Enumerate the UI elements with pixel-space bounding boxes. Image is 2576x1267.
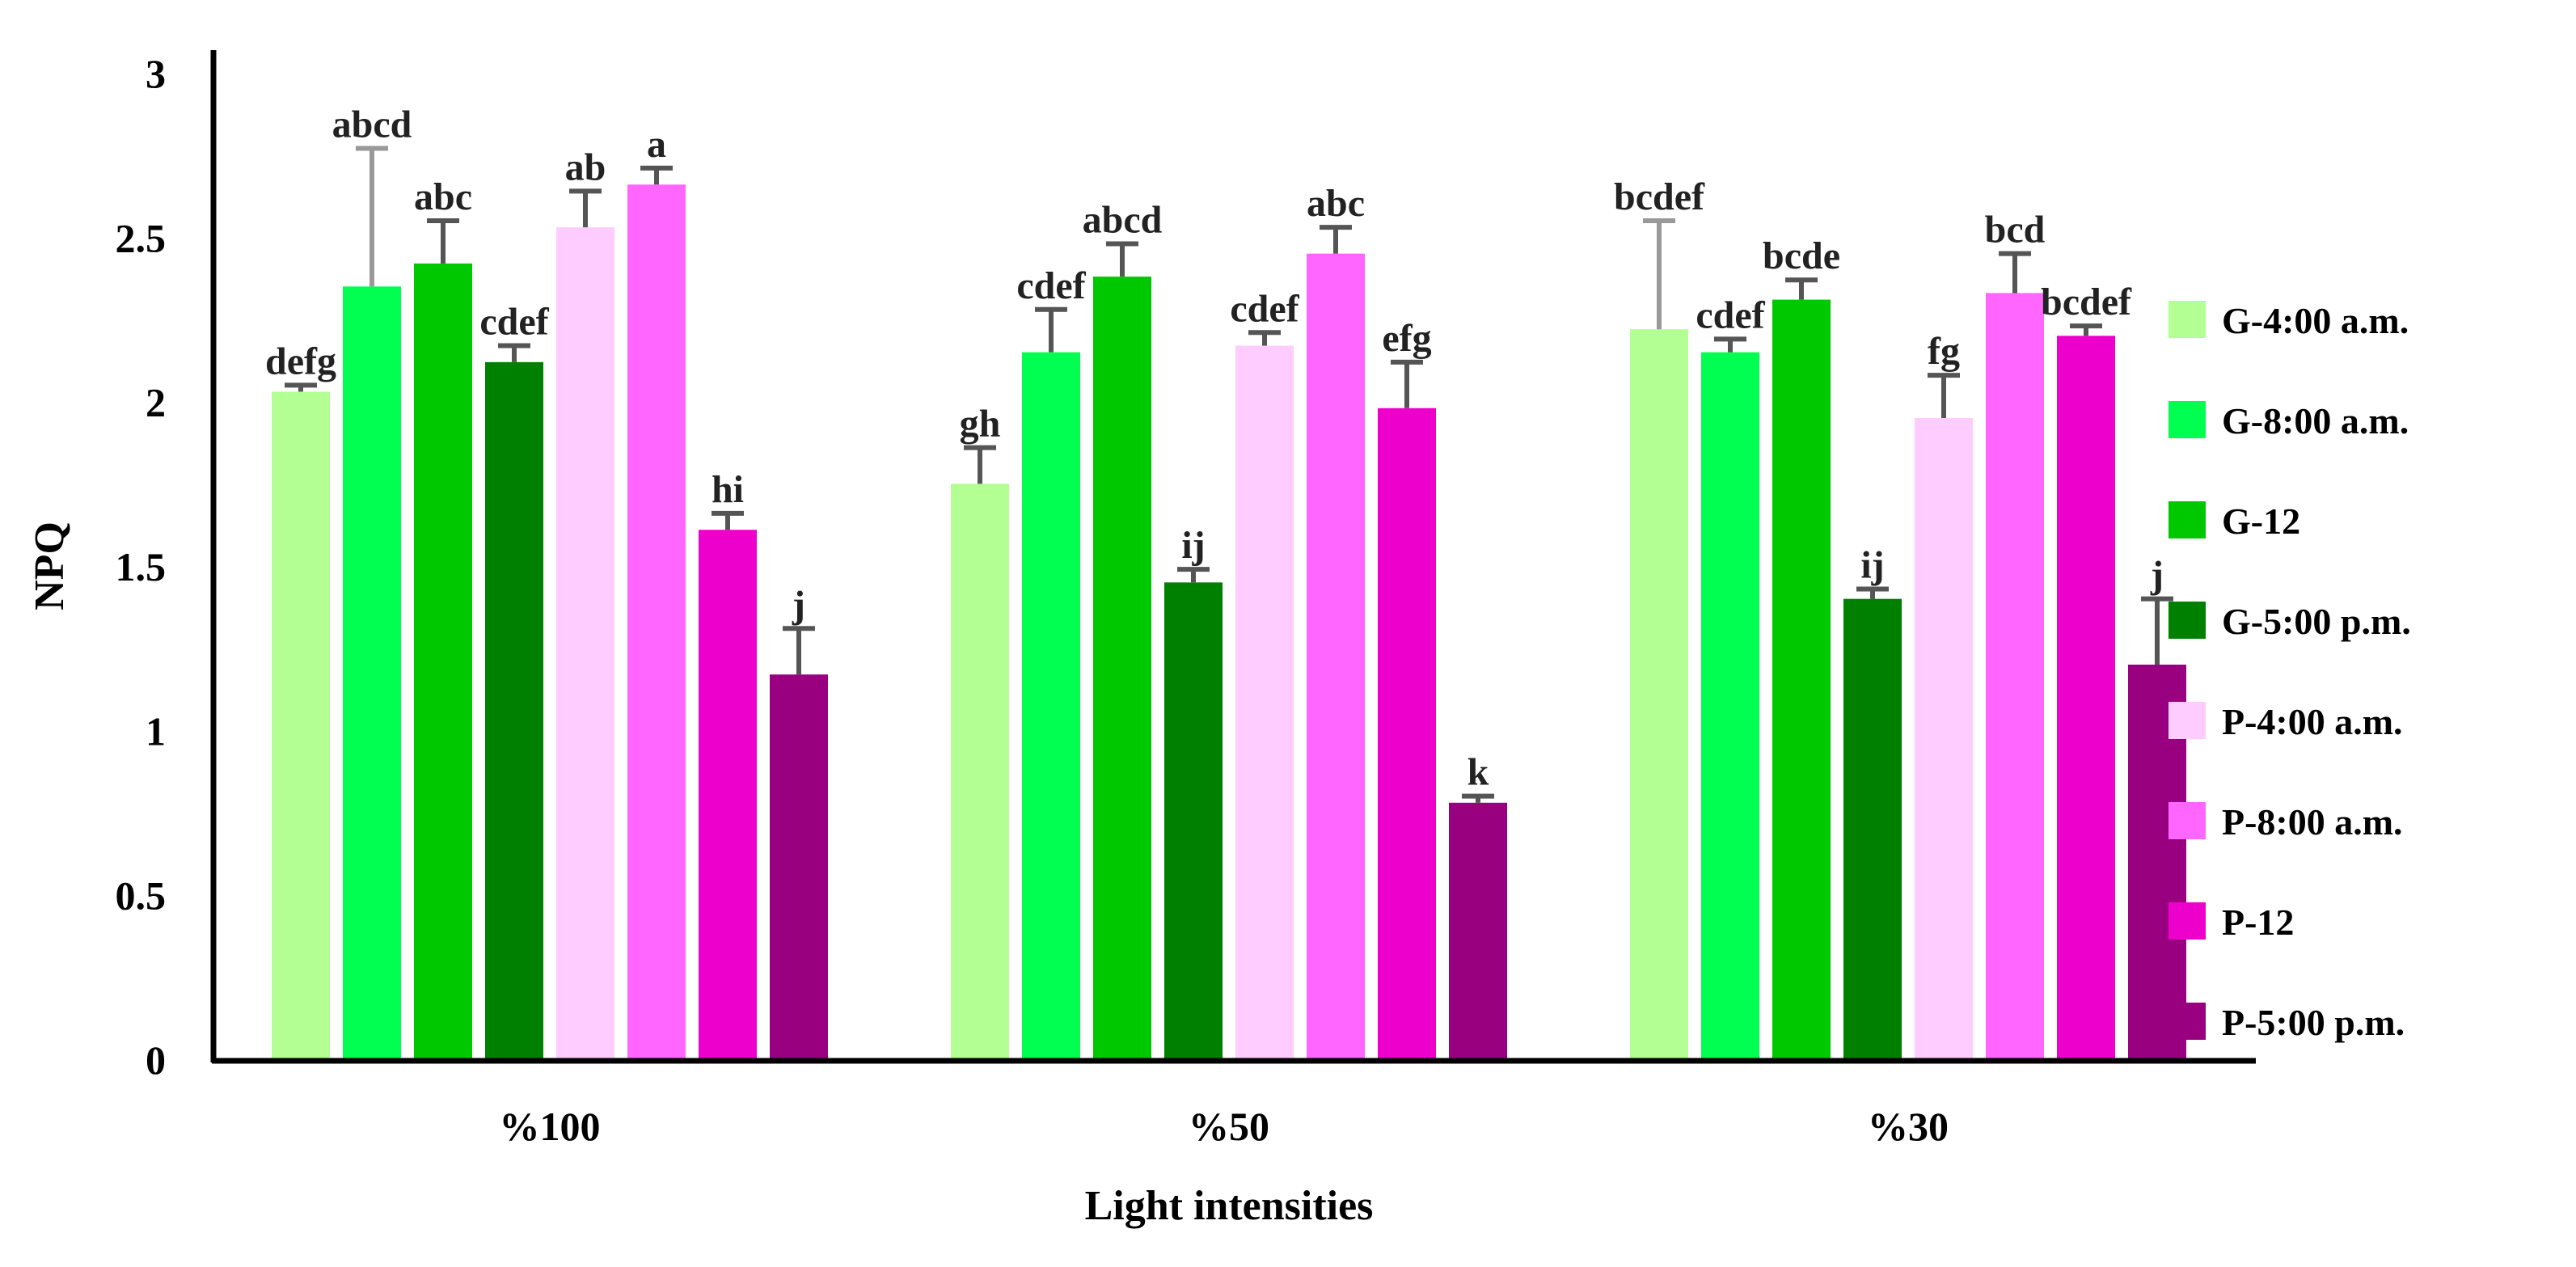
bar: [272, 391, 330, 1059]
x-tick-label: %100: [500, 1104, 601, 1149]
significance-letter: bcdef: [1614, 175, 1705, 218]
legend-label: G-5:00 p.m.: [2222, 601, 2411, 642]
bar: [1307, 253, 1365, 1060]
legend-swatch: [2168, 301, 2206, 338]
bar: [770, 674, 828, 1059]
legend-label: P-12: [2222, 902, 2294, 943]
y-tick-label: 1: [146, 708, 166, 754]
significance-letter: abc: [1307, 182, 1365, 225]
y-axis-label: NPQ: [27, 522, 73, 610]
bar: [1378, 408, 1436, 1059]
significance-letter: cdef: [1230, 287, 1299, 330]
bar: [1235, 345, 1294, 1059]
significance-letter: j: [2150, 554, 2164, 597]
significance-letter: abcd: [1083, 198, 1163, 241]
legend-swatch: [2168, 401, 2206, 438]
bar: [627, 184, 686, 1060]
legend-label: P-8:00 a.m.: [2222, 801, 2403, 843]
bar: [485, 361, 543, 1059]
significance-letter: ij: [1860, 543, 1884, 586]
significance-letter: cdef: [1016, 264, 1086, 307]
significance-letter: efg: [1382, 317, 1431, 360]
x-tick-label: %30: [1868, 1104, 1949, 1149]
bar: [1843, 598, 1902, 1059]
significance-letter: gh: [960, 403, 1001, 446]
bar: [1915, 418, 1973, 1059]
bar: [556, 227, 614, 1060]
significance-letter: ab: [565, 146, 606, 188]
bar: [1772, 299, 1831, 1060]
significance-letter: k: [1467, 751, 1489, 794]
legend-label: G-12: [2222, 500, 2300, 542]
y-tick-label: 0: [146, 1037, 166, 1083]
legend-label: P-5:00 p.m.: [2222, 1002, 2405, 1043]
bar: [699, 530, 757, 1059]
significance-letter: j: [792, 583, 805, 626]
bar: [1986, 293, 2044, 1059]
bar: [1164, 582, 1223, 1059]
x-tick-label: %50: [1189, 1104, 1269, 1149]
legend-swatch: [2168, 1003, 2206, 1040]
legend-swatch: [2168, 602, 2206, 639]
significance-letter: defg: [265, 340, 336, 382]
bar: [1449, 802, 1507, 1059]
significance-letter: hi: [712, 468, 744, 511]
y-tick-label: 2: [146, 380, 166, 425]
legend-swatch: [2168, 802, 2206, 839]
y-tick-label: 2.5: [116, 215, 167, 260]
bar: [1701, 352, 1759, 1060]
significance-letter: bcde: [1763, 234, 1840, 277]
significance-letter: bcd: [1985, 209, 2046, 251]
significance-letter: abcd: [332, 103, 412, 146]
legend-swatch: [2168, 501, 2206, 538]
bar: [343, 286, 401, 1059]
x-axis-label: Light intensities: [1085, 1183, 1374, 1229]
significance-letter: bcdef: [2041, 281, 2132, 323]
significance-letter: abc: [414, 175, 472, 218]
y-tick-label: 1.5: [116, 544, 167, 589]
significance-letter: ij: [1181, 524, 1205, 567]
significance-letter: cdef: [1696, 294, 1765, 336]
legend-label: G-4:00 a.m.: [2222, 300, 2409, 341]
legend-swatch: [2168, 702, 2206, 739]
legend-label: P-4:00 a.m.: [2222, 701, 2403, 742]
bar: [1093, 277, 1151, 1060]
bar: [1022, 352, 1080, 1060]
bar: [1630, 329, 1688, 1059]
bar: [414, 263, 472, 1059]
significance-letter: cdef: [479, 301, 549, 344]
legend-swatch: [2168, 902, 2206, 940]
legend-label: G-8:00 a.m.: [2222, 400, 2409, 441]
significance-letter: a: [647, 123, 666, 166]
y-tick-label: 0.5: [116, 873, 167, 919]
significance-letter: fg: [1928, 330, 1960, 373]
bar: [951, 484, 1009, 1059]
bar: [2057, 336, 2115, 1059]
y-tick-label: 3: [146, 51, 166, 96]
